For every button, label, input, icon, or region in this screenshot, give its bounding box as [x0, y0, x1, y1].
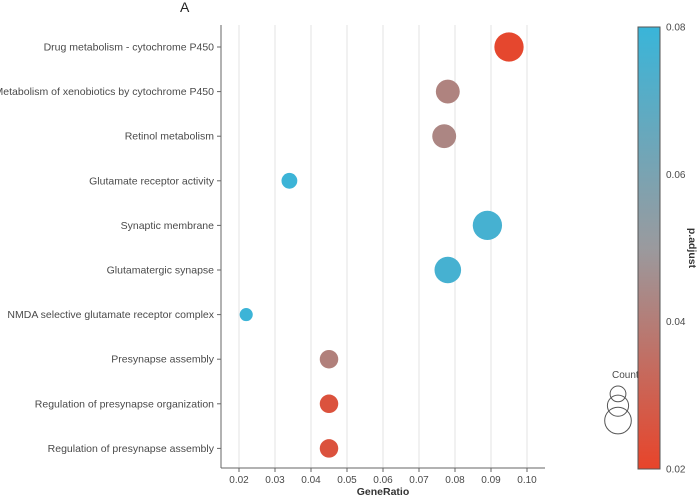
x-tick-label: 0.04: [301, 475, 321, 486]
colorbar-title: p.adjust: [686, 228, 698, 269]
x-tick-label: 0.10: [517, 475, 537, 486]
x-tick-label: 0.08: [445, 475, 465, 486]
axes: [217, 25, 545, 472]
data-points: [239, 32, 524, 458]
x-tick-label: 0.06: [373, 475, 393, 486]
data-point: [472, 210, 503, 241]
category-label: Regulation of presynapse organization: [35, 398, 214, 410]
category-label: Synaptic membrane: [121, 220, 215, 232]
data-point: [281, 172, 298, 189]
category-label: NMDA selective glutamate receptor comple…: [7, 309, 214, 321]
colorbar: 0.08 0.06 0.04 0.02 p.adjust: [637, 23, 698, 476]
category-label: Retinol metabolism: [125, 131, 215, 143]
size-legend-circle: [606, 394, 630, 417]
category-label: Metabolism of xenobiotics by cytochrome …: [0, 86, 214, 98]
x-tick-labels: 0.02 0.03 0.04 0.05 0.06 0.07 0.08 0.09 0.10: [229, 475, 537, 486]
category-label: Regulation of presynapse assembly: [48, 443, 215, 455]
size-legend-title: Count: [612, 370, 639, 381]
colorbar-tick-label: 0.04: [666, 317, 686, 328]
x-tick-label: 0.05: [337, 475, 357, 486]
x-axis-title: GeneRatio: [357, 486, 410, 496]
category-label: Glutamatergic synapse: [107, 265, 215, 277]
colorbar-gradient: [637, 26, 661, 470]
grid-lines: [238, 25, 528, 468]
colorbar-tick-label: 0.06: [666, 170, 686, 181]
size-legend: Count: [604, 370, 639, 435]
panel-letter: A: [180, 0, 190, 15]
size-legend-circle: [609, 385, 627, 403]
category-label: Glutamate receptor activity: [89, 175, 215, 187]
colorbar-tick-label: 0.08: [666, 23, 686, 34]
x-tick-label: 0.03: [265, 475, 285, 486]
size-legend-circle: [604, 406, 632, 435]
x-tick-label: 0.09: [481, 475, 501, 486]
category-label: Presynapse assembly: [111, 354, 214, 366]
data-point: [434, 256, 462, 284]
colorbar-tick-label: 0.02: [666, 465, 686, 476]
category-labels: Drug metabolism - cytochrome P450 Metabol…: [0, 42, 215, 455]
x-tick-label: 0.02: [229, 475, 249, 486]
data-point: [319, 439, 339, 458]
data-point: [239, 308, 253, 322]
x-tick-label: 0.07: [409, 475, 429, 486]
data-point: [319, 394, 339, 414]
category-label: Drug metabolism - cytochrome P450: [44, 42, 215, 54]
data-point: [319, 349, 339, 369]
data-point: [432, 124, 457, 149]
data-point: [435, 79, 460, 104]
colorbar-ticks: 0.08 0.06 0.04 0.02: [666, 23, 686, 476]
data-point: [494, 32, 524, 62]
